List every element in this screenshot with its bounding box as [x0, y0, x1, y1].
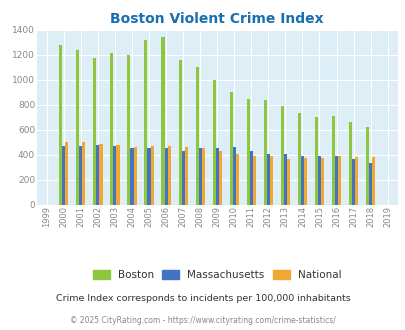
Bar [286, 159, 289, 205]
Bar [150, 146, 153, 205]
Bar [249, 151, 252, 205]
Bar [348, 122, 351, 205]
Bar [365, 127, 368, 205]
Bar [232, 147, 235, 205]
Bar [147, 148, 150, 205]
Bar [113, 146, 116, 205]
Bar [181, 151, 184, 205]
Legend: Boston, Massachusetts, National: Boston, Massachusetts, National [88, 266, 345, 284]
Bar [127, 55, 130, 205]
Bar [334, 156, 337, 205]
Bar [198, 148, 201, 205]
Bar [331, 116, 334, 205]
Bar [144, 40, 147, 205]
Bar [300, 156, 303, 205]
Bar [62, 146, 65, 205]
Bar [59, 45, 62, 205]
Bar [314, 116, 317, 205]
Bar [280, 106, 283, 205]
Bar [368, 163, 371, 205]
Bar [371, 157, 374, 205]
Bar [82, 142, 85, 205]
Bar [195, 67, 198, 205]
Bar [178, 60, 181, 205]
Bar [354, 157, 357, 205]
Bar [351, 159, 354, 205]
Bar [76, 50, 79, 205]
Bar [235, 154, 238, 205]
Bar [164, 148, 167, 205]
Bar [133, 147, 136, 205]
Text: © 2025 CityRating.com - https://www.cityrating.com/crime-statistics/: © 2025 CityRating.com - https://www.city… [70, 316, 335, 325]
Bar [96, 145, 99, 205]
Bar [167, 146, 170, 205]
Bar [99, 144, 102, 205]
Bar [215, 148, 218, 205]
Bar [337, 156, 340, 205]
Bar [263, 100, 266, 205]
Text: Crime Index corresponds to incidents per 100,000 inhabitants: Crime Index corresponds to incidents per… [55, 294, 350, 303]
Bar [303, 158, 306, 205]
Bar [218, 150, 221, 205]
Bar [246, 99, 249, 205]
Bar [161, 37, 164, 205]
Title: Boston Violent Crime Index: Boston Violent Crime Index [110, 12, 323, 26]
Bar [130, 148, 133, 205]
Bar [266, 154, 269, 205]
Bar [201, 148, 204, 205]
Bar [65, 142, 68, 205]
Bar [320, 158, 323, 205]
Bar [317, 156, 320, 205]
Bar [252, 156, 255, 205]
Bar [283, 154, 286, 205]
Bar [110, 53, 113, 205]
Bar [79, 146, 82, 205]
Bar [229, 91, 232, 205]
Bar [184, 147, 187, 205]
Bar [212, 80, 215, 205]
Bar [269, 156, 272, 205]
Bar [93, 58, 96, 205]
Bar [297, 113, 300, 205]
Bar [116, 145, 119, 205]
